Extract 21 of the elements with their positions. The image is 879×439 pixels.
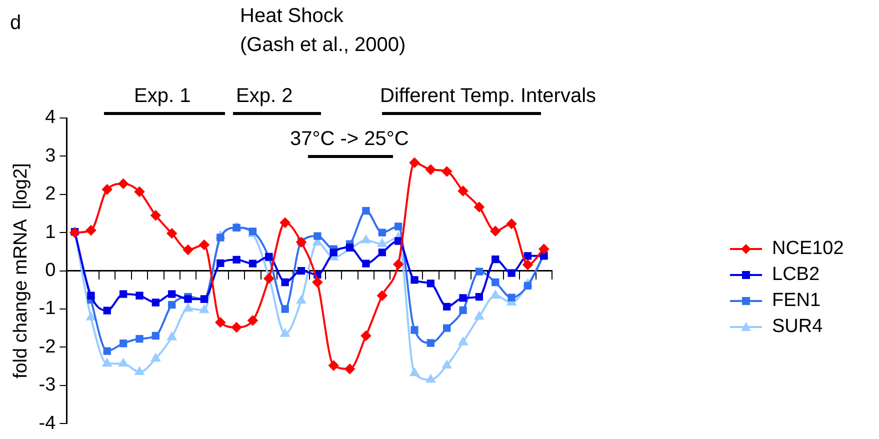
y-tick-label: -1 — [38, 298, 56, 320]
y-tick-label: 0 — [45, 260, 56, 282]
legend-label: LCB2 — [772, 264, 820, 286]
legend-label: NCE102 — [772, 238, 844, 260]
legend-label: FEN1 — [772, 290, 821, 312]
text: Different Temp. Intervals — [380, 85, 596, 108]
text: Exp. 2 — [236, 85, 293, 108]
y-tick-label: 2 — [45, 184, 56, 205]
y-axis-title: fold change mRNA [log2] — [10, 163, 32, 379]
text: d — [10, 12, 22, 35]
legend-label: SUR4 — [772, 316, 823, 338]
text: Exp. 1 — [134, 85, 191, 108]
chart-subtitle: (Gash et al., 2000) — [240, 34, 406, 57]
y-tick-label: -3 — [38, 374, 56, 396]
chart-title: Heat Shock — [240, 5, 344, 28]
y-tick-label: 3 — [45, 145, 56, 166]
annotation: 37°C -> 25°C — [290, 128, 409, 151]
y-tick-label: 1 — [45, 222, 56, 243]
y-tick-label: 4 — [45, 107, 56, 128]
y-tick-label: -2 — [38, 336, 56, 358]
y-tick-label: -4 — [38, 412, 56, 434]
